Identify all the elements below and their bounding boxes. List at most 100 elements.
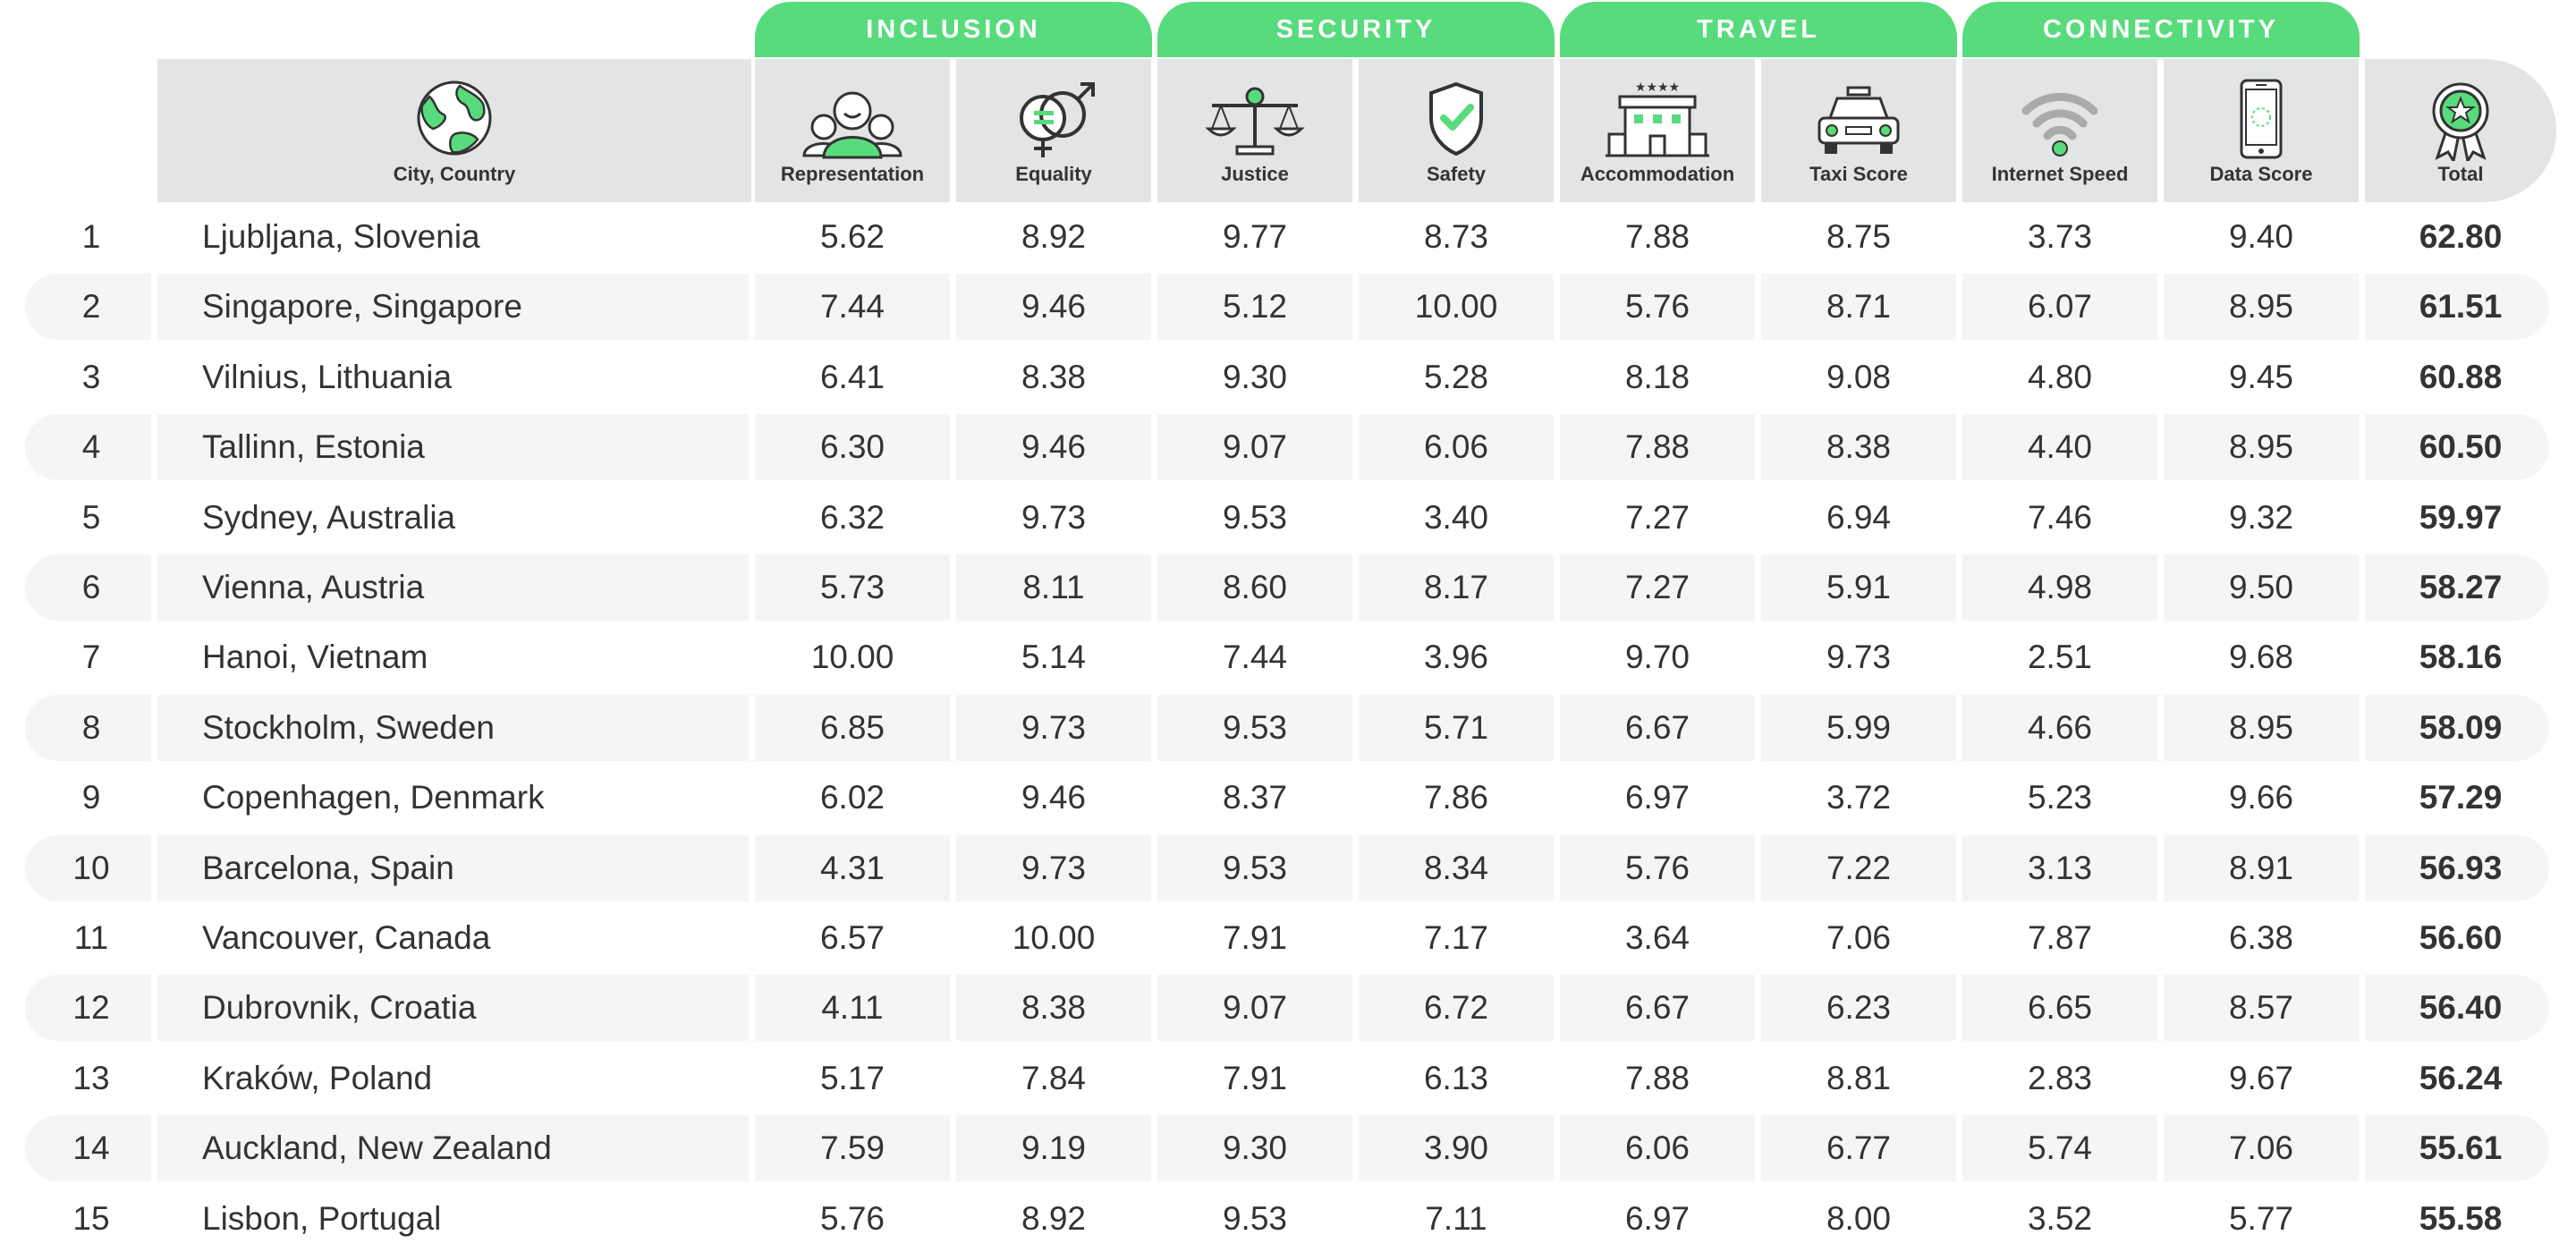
- table-row-background: [25, 694, 2549, 761]
- score-cell: 5.71: [1423, 708, 1488, 746]
- group-label: SECURITY: [1275, 14, 1436, 44]
- smartphone-icon: [2240, 79, 2283, 159]
- header-justice: Justice: [1157, 59, 1352, 202]
- rank-cell: 8: [81, 708, 101, 746]
- column-separator: [1554, 202, 1560, 1243]
- score-cell: 5.23: [2027, 779, 2092, 816]
- rank-cell: 12: [72, 989, 110, 1027]
- score-cell: 8.11: [1022, 569, 1085, 605]
- score-cell: 3.52: [2027, 1199, 2092, 1237]
- score-cell: 8.71: [1826, 288, 1891, 326]
- score-cell: 7.44: [1222, 639, 1287, 676]
- score-cell: 6.97: [1624, 779, 1690, 816]
- score-cell: 9.53: [1222, 498, 1287, 536]
- score-cell: 6.94: [1826, 498, 1891, 536]
- score-cell: 9.46: [1021, 288, 1086, 326]
- score-cell: 8.00: [1826, 1199, 1891, 1237]
- score-cell: 5.91: [1826, 569, 1891, 605]
- score-cell: 8.95: [2228, 428, 2293, 466]
- score-cell: 8.38: [1021, 358, 1086, 395]
- total-cell: 56.60: [2419, 919, 2503, 956]
- total-cell: 60.50: [2419, 428, 2503, 466]
- rank-cell: 5: [81, 498, 101, 536]
- score-cell: 7.86: [1423, 779, 1488, 816]
- score-cell: 6.57: [819, 919, 885, 956]
- rank-cell: 1: [81, 218, 101, 255]
- header-internet: Internet Speed: [1962, 59, 2157, 202]
- city-cell: Sydney, Australia: [202, 498, 456, 536]
- score-cell: 6.07: [2027, 288, 2092, 326]
- group-label: TRAVEL: [1697, 14, 1820, 44]
- score-cell: 9.46: [1021, 779, 1086, 816]
- score-cell: 2.83: [2027, 1059, 2092, 1096]
- score-cell: 8.38: [1021, 989, 1086, 1027]
- header-label: Justice: [1221, 163, 1289, 185]
- score-cell: 5.99: [1826, 708, 1891, 746]
- score-cell: 9.73: [1826, 639, 1891, 676]
- header-accommodation: ★★★★ Accommodation: [1560, 59, 1755, 202]
- score-cell: 5.73: [819, 569, 885, 605]
- column-separator: [950, 202, 956, 1243]
- city-cell: Vancouver, Canada: [202, 919, 491, 956]
- rank-cell: 13: [72, 1059, 110, 1096]
- score-cell: 7.06: [1826, 919, 1891, 956]
- score-cell: 5.76: [1624, 849, 1690, 886]
- table-row-background: [25, 1115, 2549, 1182]
- header-total: Total: [2365, 59, 2556, 202]
- total-cell: 60.88: [2419, 358, 2503, 395]
- city-cell: Vienna, Austria: [202, 569, 425, 605]
- column-separator: [749, 202, 755, 1243]
- city-cell: Lisbon, Portugal: [202, 1199, 442, 1237]
- score-cell: 5.12: [1222, 288, 1287, 326]
- group-label: CONNECTIVITY: [2043, 14, 2279, 44]
- score-cell: 9.07: [1222, 989, 1287, 1027]
- score-cell: 9.30: [1222, 1129, 1287, 1167]
- table-row-background: [25, 554, 2549, 621]
- score-cell: 10.00: [1414, 288, 1498, 326]
- city-cell: Tallinn, Estonia: [202, 428, 425, 466]
- score-cell: 9.19: [1021, 1129, 1086, 1167]
- score-cell: 9.77: [1222, 218, 1287, 255]
- score-cell: 7.11: [1425, 1199, 1487, 1237]
- hotel-icon: ★★★★: [1606, 80, 1709, 157]
- rank-cell: 15: [72, 1199, 110, 1237]
- column-separator: [1352, 202, 1359, 1243]
- header-taxi: Taxi Score: [1761, 59, 1956, 202]
- total-cell: 55.58: [2419, 1199, 2503, 1237]
- score-cell: 3.73: [2027, 218, 2092, 255]
- score-cell: 6.85: [819, 708, 885, 746]
- city-cell: Kraków, Poland: [202, 1059, 433, 1096]
- score-cell: 9.08: [1826, 358, 1891, 395]
- score-cell: 4.31: [819, 849, 885, 886]
- score-cell: 4.40: [2027, 428, 2092, 466]
- total-cell: 56.24: [2419, 1059, 2503, 1096]
- header-label: Taxi Score: [1809, 163, 1908, 185]
- score-cell: 8.37: [1222, 779, 1287, 816]
- column-separator: [2359, 202, 2365, 1243]
- group-people-icon: [802, 91, 902, 159]
- score-cell: 7.88: [1624, 428, 1690, 466]
- score-cell: 9.73: [1021, 849, 1086, 886]
- city-cell: Hanoi, Vietnam: [202, 639, 428, 676]
- score-cell: 8.38: [1826, 428, 1891, 466]
- wifi-icon: [2021, 92, 2098, 156]
- score-cell: 9.46: [1021, 428, 1086, 466]
- score-cell: 7.87: [2027, 919, 2092, 956]
- score-cell: 5.17: [819, 1059, 885, 1096]
- column-separator: [1755, 202, 1761, 1243]
- table-row-background: [25, 975, 2549, 1042]
- score-cell: 5.76: [1624, 288, 1690, 326]
- group-tab-connectivity: CONNECTIVITY: [1962, 2, 2360, 57]
- score-cell: 6.32: [819, 498, 885, 536]
- header-equality: Equality: [956, 59, 1151, 202]
- score-cell: 7.84: [1021, 1059, 1086, 1096]
- score-cell: 6.02: [819, 779, 885, 816]
- score-cell: 6.65: [2027, 989, 2092, 1027]
- score-cell: 7.59: [819, 1129, 885, 1167]
- score-cell: 7.46: [2027, 498, 2092, 536]
- score-cell: 5.77: [2228, 1199, 2293, 1237]
- score-cell: 9.66: [2228, 779, 2293, 816]
- gender-symbols-icon: [1020, 82, 1095, 157]
- city-cell: Dubrovnik, Croatia: [202, 989, 477, 1027]
- header-label: Data Score: [2209, 163, 2313, 185]
